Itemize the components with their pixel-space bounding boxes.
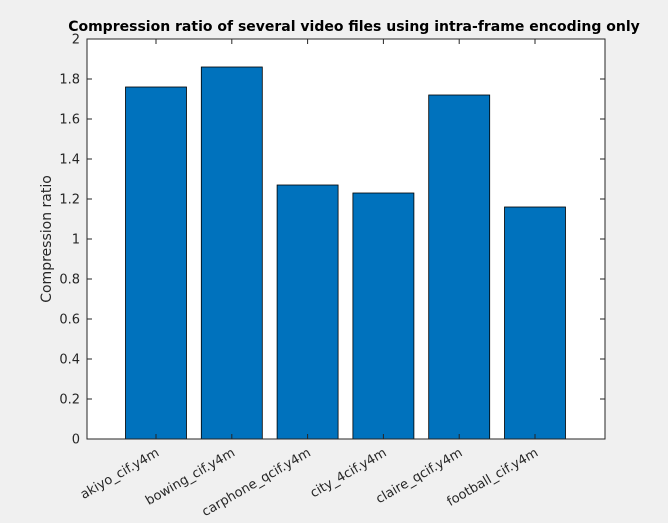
axes-frame xyxy=(86,38,606,440)
y-tick-label: 0.2 xyxy=(59,393,80,408)
y-tick-label: 0.6 xyxy=(59,313,80,328)
chart-title: Compression ratio of several video files… xyxy=(68,19,640,35)
y-tick-label: 1.8 xyxy=(59,73,80,88)
bar-0 xyxy=(125,86,187,440)
y-tick-label: 0.4 xyxy=(59,353,80,368)
y-tick-label: 1.2 xyxy=(59,193,80,208)
bar-1 xyxy=(200,66,263,440)
y-tick-label: 1 xyxy=(72,233,80,248)
bars xyxy=(125,66,566,440)
y-tick-label: 0.8 xyxy=(59,273,80,288)
bar-5 xyxy=(504,206,566,440)
y-tick-label: 2 xyxy=(72,33,80,48)
bar-2 xyxy=(276,184,339,440)
bar-4 xyxy=(428,94,491,440)
y-tick-label: 1.4 xyxy=(59,153,80,168)
y-axis-label: Compression ratio xyxy=(39,175,55,303)
y-tick-label: 0 xyxy=(72,433,80,448)
y-tick-label: 1.6 xyxy=(59,113,80,128)
bar-3 xyxy=(352,192,415,440)
